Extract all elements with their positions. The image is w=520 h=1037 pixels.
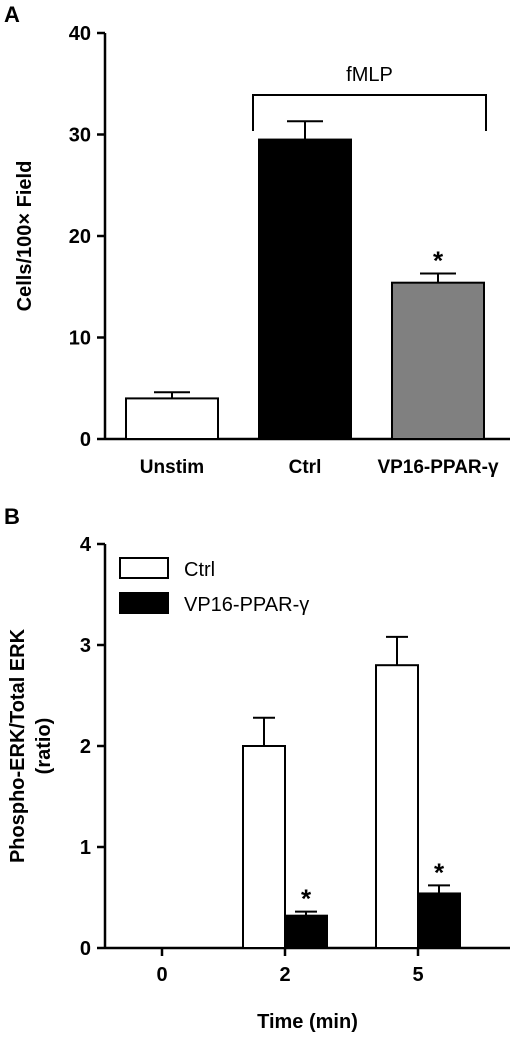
panel-a-y-tick-label: 40 xyxy=(69,23,91,45)
panel-b-legend-label: Ctrl xyxy=(184,559,215,581)
panel-b-bar-s0-g2 xyxy=(375,664,419,949)
panel-a-bar-0 xyxy=(125,397,219,440)
panel-b-bar-s1-g1 xyxy=(284,914,328,949)
panel-a-category-label: VP16-PPAR-γ xyxy=(377,457,499,478)
panel-b-y-tick-label: 4 xyxy=(80,534,92,556)
panel-a-y-axis-label: Cells/100× Field xyxy=(14,161,36,312)
panel-b-y-tick-label: 3 xyxy=(80,635,91,657)
panel-a-y-tick-label: 10 xyxy=(69,328,91,350)
panel-b-letter: B xyxy=(4,504,20,529)
panel-b-bar-s1-g2 xyxy=(417,892,461,950)
panel-b-x-tick-label: 0 xyxy=(156,964,167,986)
panel-b-y-tick-label: 1 xyxy=(80,837,91,859)
panel-a-significance-marker: * xyxy=(433,246,444,276)
panel-b-legend-swatch xyxy=(119,557,169,579)
panel-b-legend-swatch xyxy=(119,592,169,614)
panel-b-significance-marker: * xyxy=(434,857,445,887)
panel-a-bracket-line xyxy=(252,94,487,131)
panel-b-y-axis-label-unit: (ratio) xyxy=(33,718,55,775)
panel-b-x-tick-label: 5 xyxy=(412,964,423,986)
panel-a-category-label: Unstim xyxy=(140,457,204,478)
panel-a-y-tick-label: 30 xyxy=(69,125,91,147)
panel-a-y-tick-label: 20 xyxy=(69,226,91,248)
panel-b-chart: B 0 1 2 3 4 * * 0 2 5 Ctrl VP16-PPAR-γ Phospho-E… xyxy=(4,504,510,1033)
panel-b-legend-label: VP16-PPAR-γ xyxy=(184,594,309,616)
panel-a-bar-2 xyxy=(391,281,485,440)
panel-a-y-tick-label: 0 xyxy=(80,429,91,451)
panel-b-y-tick-label: 0 xyxy=(80,938,91,960)
panel-b-y-axis-label: Phospho-ERK/Total ERK xyxy=(7,628,29,863)
panel-a-bar-1 xyxy=(258,138,352,440)
panel-b-x-tick-label: 2 xyxy=(279,964,290,986)
panel-b-bar-s0-g1 xyxy=(242,745,286,949)
panel-b-legend: Ctrl VP16-PPAR-γ xyxy=(119,557,309,616)
panel-a-chart: A 0 10 20 30 40 * Unstim Ctrl VP16-PPAR-γ fMLP… xyxy=(4,2,510,478)
panel-b-y-tick-label: 2 xyxy=(80,736,91,758)
panel-b-significance-marker: * xyxy=(301,884,312,914)
panel-a-letter: A xyxy=(4,2,20,27)
panel-a-fmlp-bracket xyxy=(252,94,487,131)
panel-a-bracket-label: fMLP xyxy=(346,64,393,86)
panel-b-x-axis-label: Time (min) xyxy=(257,1011,358,1033)
panel-a-category-label: Ctrl xyxy=(289,457,322,478)
